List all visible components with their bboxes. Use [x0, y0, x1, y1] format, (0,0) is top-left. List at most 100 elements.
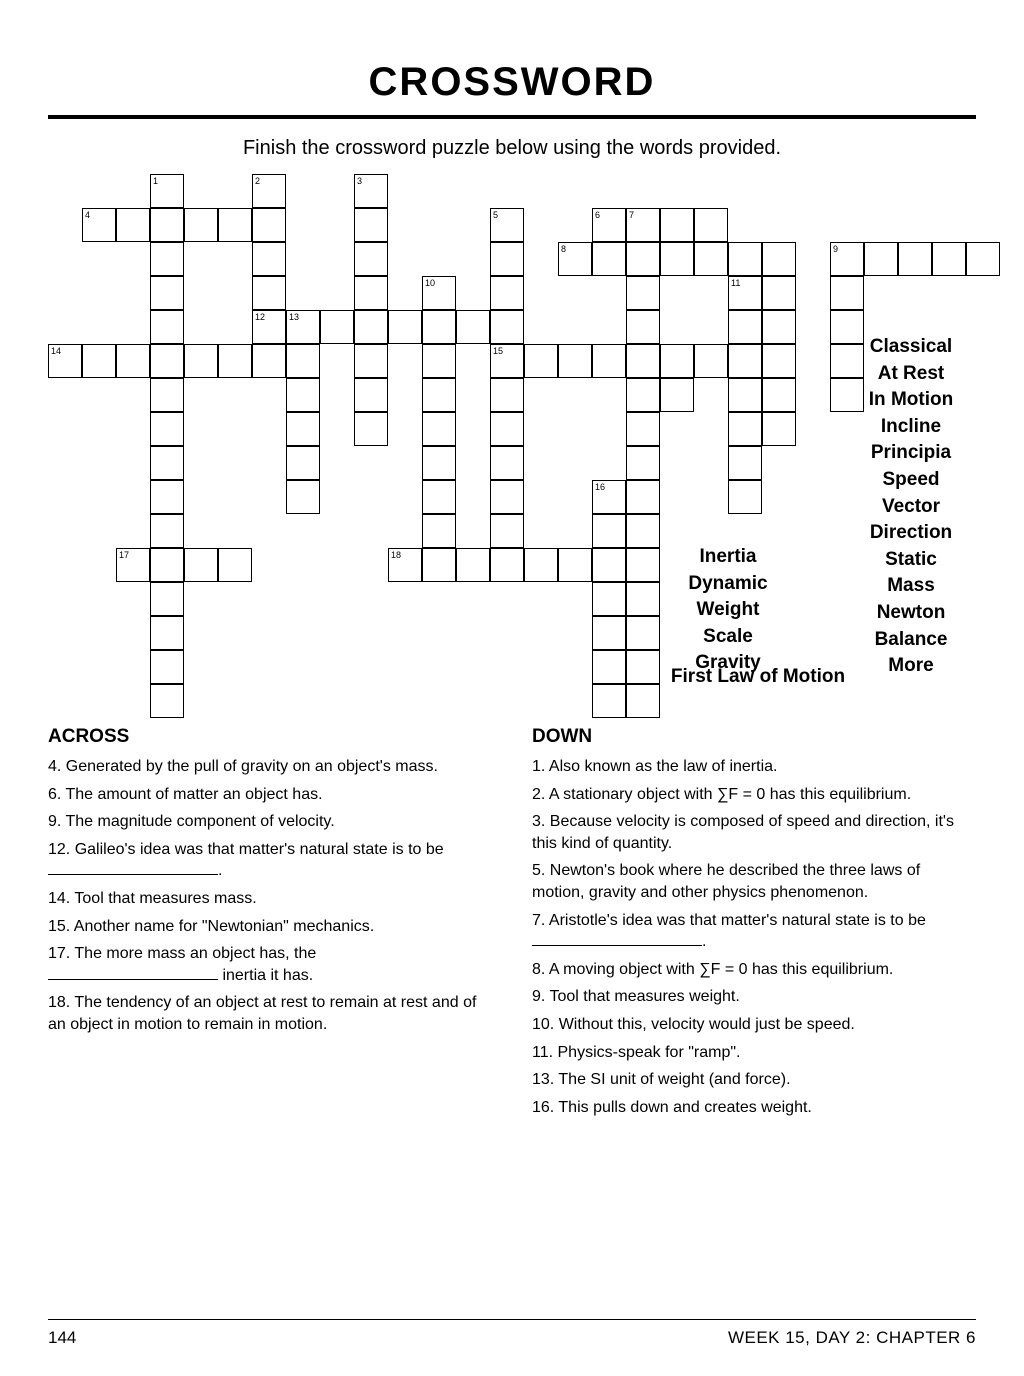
crossword-cell[interactable]	[150, 684, 184, 718]
crossword-cell[interactable]	[116, 208, 150, 242]
crossword-cell[interactable]	[150, 344, 184, 378]
crossword-cell[interactable]	[694, 242, 728, 276]
crossword-cell[interactable]	[728, 412, 762, 446]
crossword-cell[interactable]	[592, 650, 626, 684]
crossword-cell[interactable]	[762, 378, 796, 412]
crossword-cell[interactable]	[626, 650, 660, 684]
crossword-cell[interactable]	[150, 480, 184, 514]
crossword-cell[interactable]	[966, 242, 1000, 276]
crossword-cell[interactable]	[354, 344, 388, 378]
crossword-cell[interactable]	[660, 344, 694, 378]
crossword-cell[interactable]	[150, 276, 184, 310]
crossword-cell[interactable]: 12	[252, 310, 286, 344]
crossword-cell[interactable]	[728, 344, 762, 378]
crossword-cell[interactable]	[762, 344, 796, 378]
crossword-cell[interactable]: 8	[558, 242, 592, 276]
crossword-cell[interactable]: 14	[48, 344, 82, 378]
crossword-cell[interactable]	[864, 242, 898, 276]
crossword-cell[interactable]	[660, 378, 694, 412]
crossword-cell[interactable]	[422, 480, 456, 514]
crossword-cell[interactable]	[592, 548, 626, 582]
crossword-cell[interactable]	[422, 514, 456, 548]
crossword-cell[interactable]	[490, 446, 524, 480]
crossword-cell[interactable]	[660, 242, 694, 276]
crossword-cell[interactable]	[830, 378, 864, 412]
crossword-cell[interactable]	[490, 412, 524, 446]
crossword-cell[interactable]	[626, 514, 660, 548]
crossword-cell[interactable]	[286, 344, 320, 378]
crossword-cell[interactable]: 16	[592, 480, 626, 514]
crossword-cell[interactable]	[728, 378, 762, 412]
crossword-cell[interactable]: 6	[592, 208, 626, 242]
crossword-cell[interactable]	[932, 242, 966, 276]
crossword-cell[interactable]	[354, 378, 388, 412]
crossword-cell[interactable]	[252, 242, 286, 276]
crossword-cell[interactable]	[422, 412, 456, 446]
crossword-cell[interactable]	[218, 344, 252, 378]
crossword-cell[interactable]	[150, 650, 184, 684]
crossword-cell[interactable]	[354, 276, 388, 310]
crossword-cell[interactable]: 2	[252, 174, 286, 208]
crossword-cell[interactable]	[558, 548, 592, 582]
crossword-cell[interactable]	[728, 480, 762, 514]
crossword-cell[interactable]	[150, 208, 184, 242]
crossword-cell[interactable]	[524, 548, 558, 582]
crossword-cell[interactable]	[830, 310, 864, 344]
crossword-cell[interactable]	[252, 208, 286, 242]
crossword-cell[interactable]	[762, 276, 796, 310]
crossword-cell[interactable]	[456, 548, 490, 582]
crossword-cell[interactable]: 7	[626, 208, 660, 242]
crossword-cell[interactable]: 9	[830, 242, 864, 276]
crossword-cell[interactable]	[762, 310, 796, 344]
crossword-cell[interactable]	[626, 548, 660, 582]
crossword-cell[interactable]	[252, 276, 286, 310]
crossword-cell[interactable]	[626, 310, 660, 344]
crossword-cell[interactable]	[592, 616, 626, 650]
crossword-cell[interactable]	[728, 242, 762, 276]
crossword-cell[interactable]	[626, 276, 660, 310]
crossword-cell[interactable]	[218, 208, 252, 242]
crossword-cell[interactable]	[150, 548, 184, 582]
crossword-cell[interactable]	[626, 446, 660, 480]
crossword-cell[interactable]	[490, 480, 524, 514]
crossword-cell[interactable]	[150, 582, 184, 616]
crossword-cell[interactable]	[320, 310, 354, 344]
crossword-cell[interactable]	[626, 344, 660, 378]
crossword-cell[interactable]	[354, 208, 388, 242]
crossword-cell[interactable]	[184, 548, 218, 582]
crossword-cell[interactable]	[150, 514, 184, 548]
crossword-cell[interactable]	[286, 446, 320, 480]
crossword-cell[interactable]	[116, 344, 150, 378]
crossword-cell[interactable]	[558, 344, 592, 378]
crossword-cell[interactable]	[728, 446, 762, 480]
crossword-cell[interactable]	[82, 344, 116, 378]
crossword-cell[interactable]	[626, 412, 660, 446]
crossword-cell[interactable]	[524, 344, 558, 378]
crossword-cell[interactable]	[252, 344, 286, 378]
crossword-cell[interactable]	[626, 616, 660, 650]
crossword-cell[interactable]	[626, 582, 660, 616]
crossword-cell[interactable]	[422, 378, 456, 412]
crossword-cell[interactable]	[150, 242, 184, 276]
crossword-cell[interactable]	[490, 310, 524, 344]
crossword-cell[interactable]	[626, 242, 660, 276]
crossword-cell[interactable]: 4	[82, 208, 116, 242]
crossword-cell[interactable]	[286, 480, 320, 514]
crossword-cell[interactable]	[626, 480, 660, 514]
crossword-cell[interactable]: 15	[490, 344, 524, 378]
crossword-cell[interactable]	[592, 684, 626, 718]
crossword-cell[interactable]	[422, 344, 456, 378]
crossword-cell[interactable]	[490, 242, 524, 276]
crossword-cell[interactable]	[898, 242, 932, 276]
crossword-cell[interactable]	[694, 344, 728, 378]
crossword-cell[interactable]	[762, 242, 796, 276]
crossword-cell[interactable]	[728, 310, 762, 344]
crossword-cell[interactable]	[490, 514, 524, 548]
crossword-cell[interactable]	[592, 344, 626, 378]
crossword-cell[interactable]	[660, 208, 694, 242]
crossword-cell[interactable]	[456, 310, 490, 344]
crossword-cell[interactable]	[490, 378, 524, 412]
crossword-cell[interactable]	[490, 276, 524, 310]
crossword-cell[interactable]: 18	[388, 548, 422, 582]
crossword-cell[interactable]	[762, 412, 796, 446]
